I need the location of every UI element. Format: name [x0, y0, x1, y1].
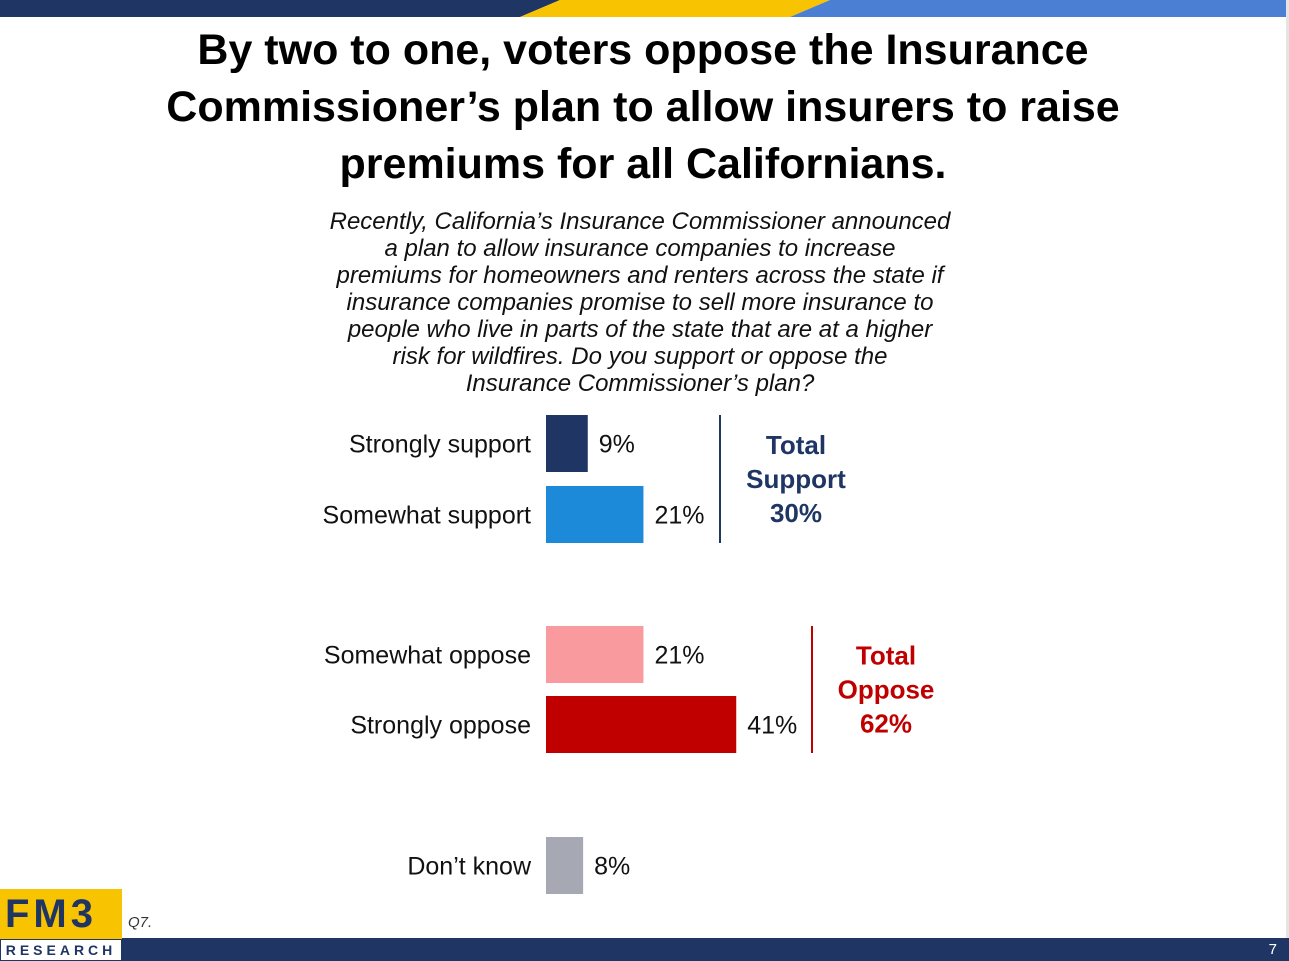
logo-research-text: RESEARCH [0, 939, 122, 961]
bar [546, 415, 588, 472]
slide-right-edge [1286, 0, 1289, 961]
question-line: insurance companies promise to sell more… [346, 289, 934, 316]
top-decorative-band [0, 0, 1289, 17]
group-total-label: 62% [860, 709, 912, 739]
question-line: Insurance Commissioner’s plan? [465, 370, 815, 397]
value-label: 9% [599, 431, 635, 459]
question-line: premiums for homeowners and renters acro… [336, 262, 944, 289]
bar [546, 626, 644, 683]
title-line: By two to one, voters oppose the Insuran… [197, 26, 1089, 74]
group-total-label: Total [856, 641, 916, 671]
bar-chart: Strongly support 9% Somewhat support 21% Som… [323, 415, 935, 894]
category-label: Strongly oppose [350, 712, 531, 740]
question-line: risk for wildfires. Do you support or op… [392, 343, 888, 370]
bar [546, 486, 644, 543]
fm3-logo: FM3 RESEARCH [0, 889, 122, 961]
group-total-label: 30% [770, 498, 822, 528]
question-line: Recently, California’s Insurance Commiss… [329, 208, 951, 235]
group-total-label: Total [766, 430, 826, 460]
title-line: Commissioner’s plan to allow insurers to… [166, 83, 1120, 131]
category-label: Somewhat support [323, 502, 532, 530]
value-label: 41% [747, 712, 797, 740]
category-label: Strongly support [349, 431, 531, 459]
bar [546, 837, 584, 894]
question-line: a plan to allow insurance companies to i… [384, 235, 896, 262]
survey-question: Recently, California’s Insurance Commiss… [280, 208, 1000, 397]
slide-title: By two to one, voters oppose the Insuran… [60, 22, 1226, 193]
footer-bar [0, 938, 1289, 961]
value-label: 21% [654, 642, 704, 670]
question-line: people who live in parts of the state th… [347, 316, 933, 343]
title-line: premiums for all Californians. [339, 140, 947, 188]
logo-fm3-text: FM3 [0, 889, 122, 939]
group-total-label: Oppose [838, 675, 935, 705]
page-number: 7 [1268, 941, 1277, 958]
bar [546, 696, 737, 753]
question-number: Q7. [128, 914, 153, 931]
group-total-label: Support [746, 464, 846, 494]
category-label: Don’t know [407, 853, 532, 881]
value-label: 21% [654, 502, 704, 530]
category-label: Somewhat oppose [324, 642, 531, 670]
value-label: 8% [594, 853, 630, 881]
